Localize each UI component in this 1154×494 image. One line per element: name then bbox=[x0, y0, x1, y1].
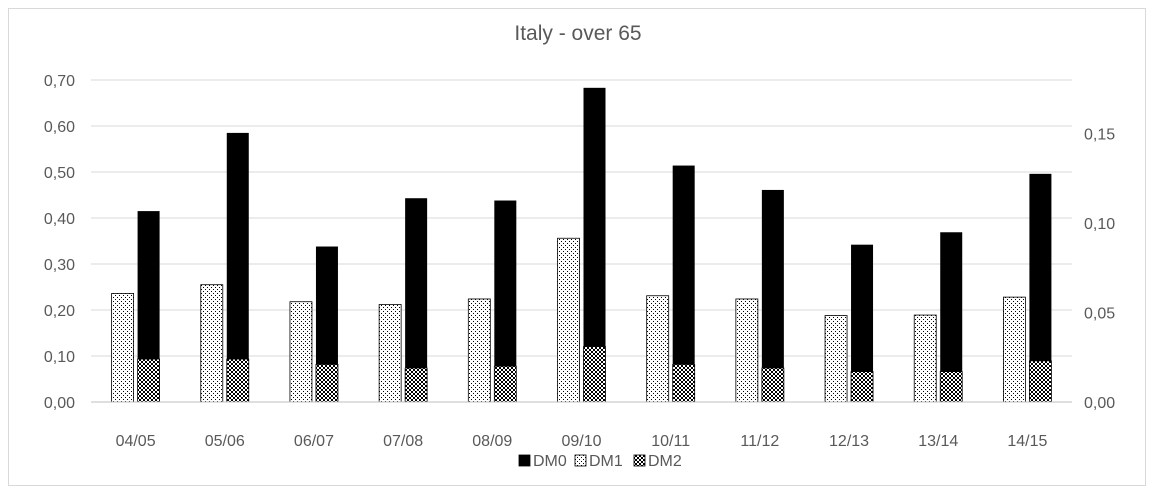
bar-dm2 bbox=[761, 367, 785, 403]
bar-dm2 bbox=[226, 358, 250, 403]
y-left-tick-label: 0,70 bbox=[44, 73, 75, 90]
x-tick-label: 14/15 bbox=[1007, 433, 1047, 450]
x-tick-label: 11/12 bbox=[740, 433, 779, 450]
y-right-tick-label: 0,05 bbox=[1084, 306, 1115, 323]
bar-chart: 0,00 0,10 0,20 0,30 0,40 0,50 0,60 0,70 0,00 0,05… bbox=[44, 22, 1115, 470]
x-tick-label: 08/09 bbox=[472, 433, 512, 450]
bar-dm1 bbox=[913, 314, 937, 403]
bar-dm2 bbox=[850, 371, 874, 403]
x-tick-label: 07/08 bbox=[383, 433, 423, 450]
axes: 0,00 0,10 0,20 0,30 0,40 0,50 0,60 0,70 0,00 0,05… bbox=[44, 73, 1115, 450]
legend-swatch-dm1 bbox=[574, 454, 587, 467]
bar-dm1 bbox=[646, 295, 670, 403]
bar-dm0 bbox=[1029, 173, 1052, 402]
x-tick-label: 13/14 bbox=[918, 433, 958, 450]
bar-dm0 bbox=[226, 132, 249, 402]
y-right-tick-label: 0,15 bbox=[1084, 127, 1115, 144]
bar-dm1 bbox=[289, 301, 313, 403]
bar-dm0 bbox=[761, 189, 784, 402]
x-tick-label: 05/06 bbox=[205, 433, 245, 450]
bars bbox=[111, 87, 1052, 403]
legend: DM0 DM1 DM2 bbox=[518, 453, 682, 470]
bar-dm2 bbox=[672, 364, 696, 403]
bar-dm0 bbox=[494, 200, 517, 402]
bar-dm0 bbox=[672, 165, 695, 402]
x-tick-label: 10/11 bbox=[651, 433, 690, 450]
bar-dm2 bbox=[137, 358, 160, 403]
bar-dm0 bbox=[315, 246, 338, 402]
chart-frame: 0,00 0,10 0,20 0,30 0,40 0,50 0,60 0,70 0,00 0,05… bbox=[8, 8, 1146, 486]
legend-label-dm1: DM1 bbox=[589, 453, 623, 470]
bar-dm0 bbox=[940, 232, 963, 402]
bar-dm2 bbox=[939, 371, 963, 403]
bar-dm1 bbox=[735, 298, 759, 403]
legend-swatch-dm0 bbox=[518, 454, 531, 467]
y-left-tick-label: 0,20 bbox=[44, 303, 75, 320]
bar-dm2 bbox=[583, 346, 606, 403]
y-left-tick-label: 0,00 bbox=[44, 395, 75, 412]
bar-dm2 bbox=[315, 364, 339, 403]
bar-dm1 bbox=[557, 237, 580, 403]
x-tick-label: 12/13 bbox=[829, 433, 869, 450]
bar-dm1 bbox=[824, 315, 848, 403]
bar-dm2 bbox=[493, 365, 517, 403]
bar-dm2 bbox=[1029, 360, 1052, 403]
y-right-tick-label: 0,00 bbox=[1084, 395, 1115, 412]
y-left-tick-label: 0,40 bbox=[44, 211, 75, 228]
legend-label-dm0: DM0 bbox=[533, 453, 567, 470]
bar-dm0 bbox=[137, 211, 160, 402]
legend-swatch-dm2 bbox=[633, 454, 646, 467]
y-left-tick-label: 0,60 bbox=[44, 119, 75, 136]
x-tick-label: 04/05 bbox=[116, 433, 156, 450]
bar-dm1 bbox=[1003, 296, 1026, 403]
y-right-tick-label: 0,10 bbox=[1084, 216, 1115, 233]
bar-dm2 bbox=[404, 367, 428, 403]
bar-dm1 bbox=[111, 293, 134, 403]
y-left-tick-label: 0,50 bbox=[44, 165, 75, 182]
bar-dm1 bbox=[200, 284, 224, 403]
y-left-tick-label: 0,30 bbox=[44, 257, 75, 274]
bar-dm1 bbox=[378, 304, 402, 403]
bar-dm0 bbox=[851, 244, 874, 402]
chart-title: Italy - over 65 bbox=[514, 22, 641, 45]
legend-label-dm2: DM2 bbox=[648, 453, 682, 470]
x-tick-label: 06/07 bbox=[294, 433, 334, 450]
bar-dm0 bbox=[405, 198, 428, 402]
gridlines bbox=[91, 79, 1072, 403]
bar-dm1 bbox=[467, 298, 491, 403]
x-tick-label: 09/10 bbox=[561, 433, 601, 450]
bar-dm0 bbox=[583, 87, 606, 402]
y-left-tick-label: 0,10 bbox=[44, 349, 75, 366]
